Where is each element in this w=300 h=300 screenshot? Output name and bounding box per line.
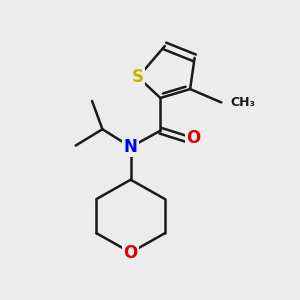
- Text: O: O: [124, 244, 138, 262]
- Text: N: N: [124, 138, 138, 156]
- Text: CH₃: CH₃: [230, 96, 255, 109]
- Text: O: O: [186, 129, 200, 147]
- Text: S: S: [132, 68, 144, 86]
